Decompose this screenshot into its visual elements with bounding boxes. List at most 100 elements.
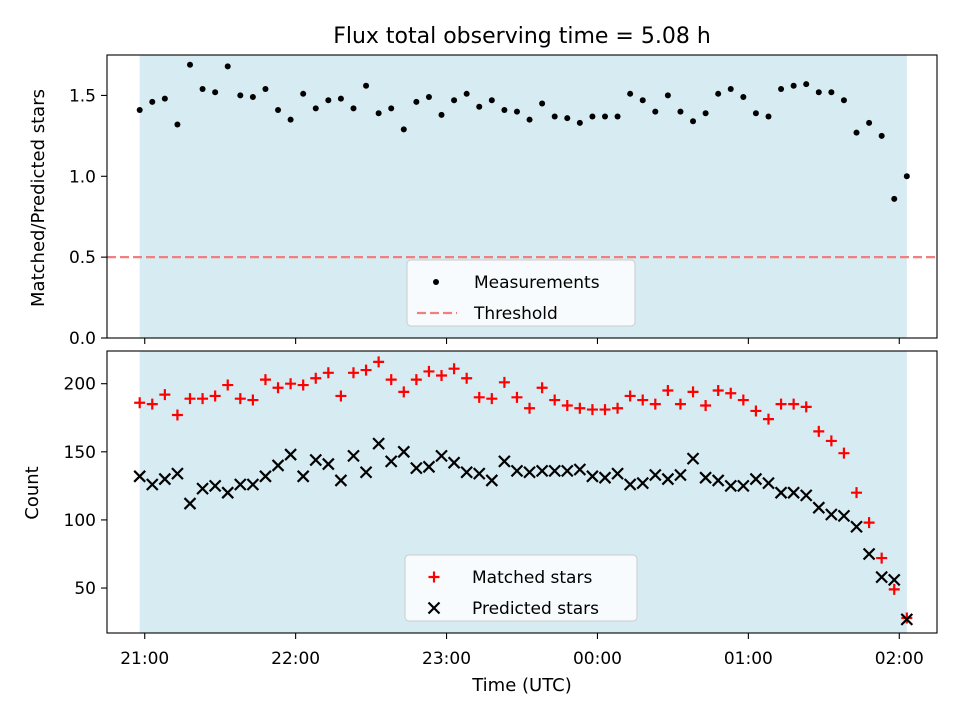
predicted-star-point: [259, 470, 272, 483]
matched-star-point: [473, 391, 485, 403]
matched-star-point: [712, 385, 724, 397]
measurement-point: [627, 90, 634, 97]
measurement-point: [212, 89, 219, 96]
x-tick-label: 21:00: [120, 649, 169, 669]
predicted-star-point: [598, 471, 612, 484]
matched-star-point: [209, 390, 221, 402]
measurement-point: [589, 113, 596, 120]
measurement-point: [287, 116, 294, 123]
predicted-star-point: [145, 478, 159, 491]
measurement-point: [866, 119, 873, 126]
matched-star-point: [574, 402, 586, 414]
axes-frame: [106, 350, 938, 634]
matched-star-point: [800, 401, 812, 413]
measurement-point: [438, 111, 445, 118]
measurement-point: [576, 119, 583, 126]
measurement-point: [375, 110, 382, 117]
matched-star-point: [347, 367, 359, 379]
x-axis-label: Time (UTC): [471, 675, 572, 696]
predicted-star-point: [485, 474, 499, 487]
top-panel: 0.0 0.5 1.0 1.5 Measurements Threshold: [69, 54, 938, 349]
measurement-point: [740, 94, 747, 101]
matched-star-point: [649, 398, 661, 410]
predicted-star-point: [284, 448, 297, 461]
y-tick-label: 0.5: [69, 248, 96, 268]
measurement-point: [199, 85, 206, 92]
measurement-point: [337, 95, 344, 102]
y-tick-label: 150: [64, 443, 96, 463]
measurement-point: [312, 105, 319, 112]
matched-star-point: [134, 397, 146, 409]
predicted-star-point: [372, 437, 385, 450]
predicted-star-point: [862, 547, 876, 561]
measurement-point: [551, 113, 558, 120]
matched-star-point: [825, 435, 837, 447]
matched-star-point: [398, 386, 410, 398]
matched-star-point: [335, 390, 347, 402]
predicted-star-point: [309, 453, 323, 467]
predicted-star-point: [460, 465, 473, 479]
measurement-point: [652, 108, 659, 115]
predicted-star-point: [711, 474, 725, 487]
predicted-star-point: [837, 509, 851, 523]
legend-matched-marker: [428, 571, 440, 583]
predicted-star-point: [221, 486, 235, 499]
matched-star-point: [662, 385, 674, 397]
measurement-point: [413, 98, 420, 105]
predicted-star-point: [762, 476, 775, 490]
matched-star-point: [385, 374, 397, 386]
matched-star-point: [322, 367, 334, 379]
predicted-star-point: [422, 460, 436, 474]
matched-star-point: [373, 356, 385, 368]
matched-star-point: [234, 393, 246, 405]
predicted-star-point: [523, 465, 536, 479]
legend-box: [404, 554, 638, 622]
measurement-point: [853, 129, 860, 136]
measurement-point: [187, 61, 193, 68]
measurement-point: [878, 132, 885, 139]
measurement-point: [639, 97, 646, 104]
measurement-point: [161, 95, 168, 102]
matched-star-point: [762, 413, 774, 425]
measurement-point: [363, 82, 370, 89]
predicted-star-point: [636, 476, 650, 490]
measurement-point: [752, 110, 759, 117]
matched-star-point: [222, 379, 234, 391]
legend: Matched stars Predicted stars: [404, 554, 638, 622]
matched-star-point: [612, 402, 624, 414]
predicted-star-point: [133, 470, 146, 483]
measurement-point: [425, 94, 432, 101]
predicted-star-point: [447, 456, 461, 469]
predicted-star-point: [774, 486, 788, 499]
measurement-point: [677, 108, 684, 115]
matched-star-point: [737, 394, 749, 406]
measurement-point: [564, 115, 571, 122]
predicted-star-point: [787, 486, 800, 499]
predicted-star-point: [560, 464, 574, 478]
predicted-star-point: [737, 479, 750, 493]
measurement-point: [614, 113, 621, 120]
measurement-point: [513, 108, 520, 115]
measurement-point: [891, 195, 898, 202]
predicted-star-point: [410, 461, 423, 475]
legend-label: Predicted stars: [472, 599, 599, 619]
predicted-star-point: [397, 445, 411, 459]
top-y-axis-label: Matched/Predicted stars: [28, 89, 49, 307]
legend: Measurements Threshold: [406, 259, 636, 327]
legend-label: Matched stars: [472, 568, 592, 588]
matched-star-point: [247, 394, 259, 406]
matched-star-point: [838, 447, 850, 459]
matched-star-point: [700, 399, 712, 411]
x-tick-label: 00:00: [573, 649, 622, 669]
predicted-star-point: [699, 471, 712, 484]
matched-star-point: [687, 386, 699, 398]
measurement-point: [451, 97, 458, 104]
predicted-star-point: [686, 452, 700, 465]
x-tick-label: 22:00: [271, 649, 320, 669]
measurement-point: [488, 97, 495, 104]
matched-star-point: [171, 409, 183, 421]
predicted-star-point: [900, 613, 914, 626]
matched-star-point: [285, 378, 297, 390]
predicted-star-point: [472, 467, 486, 480]
bottom-panel: 50 100 150 200 21:00 22:00 23:00 00:00 01:00 02:0…: [64, 350, 938, 669]
